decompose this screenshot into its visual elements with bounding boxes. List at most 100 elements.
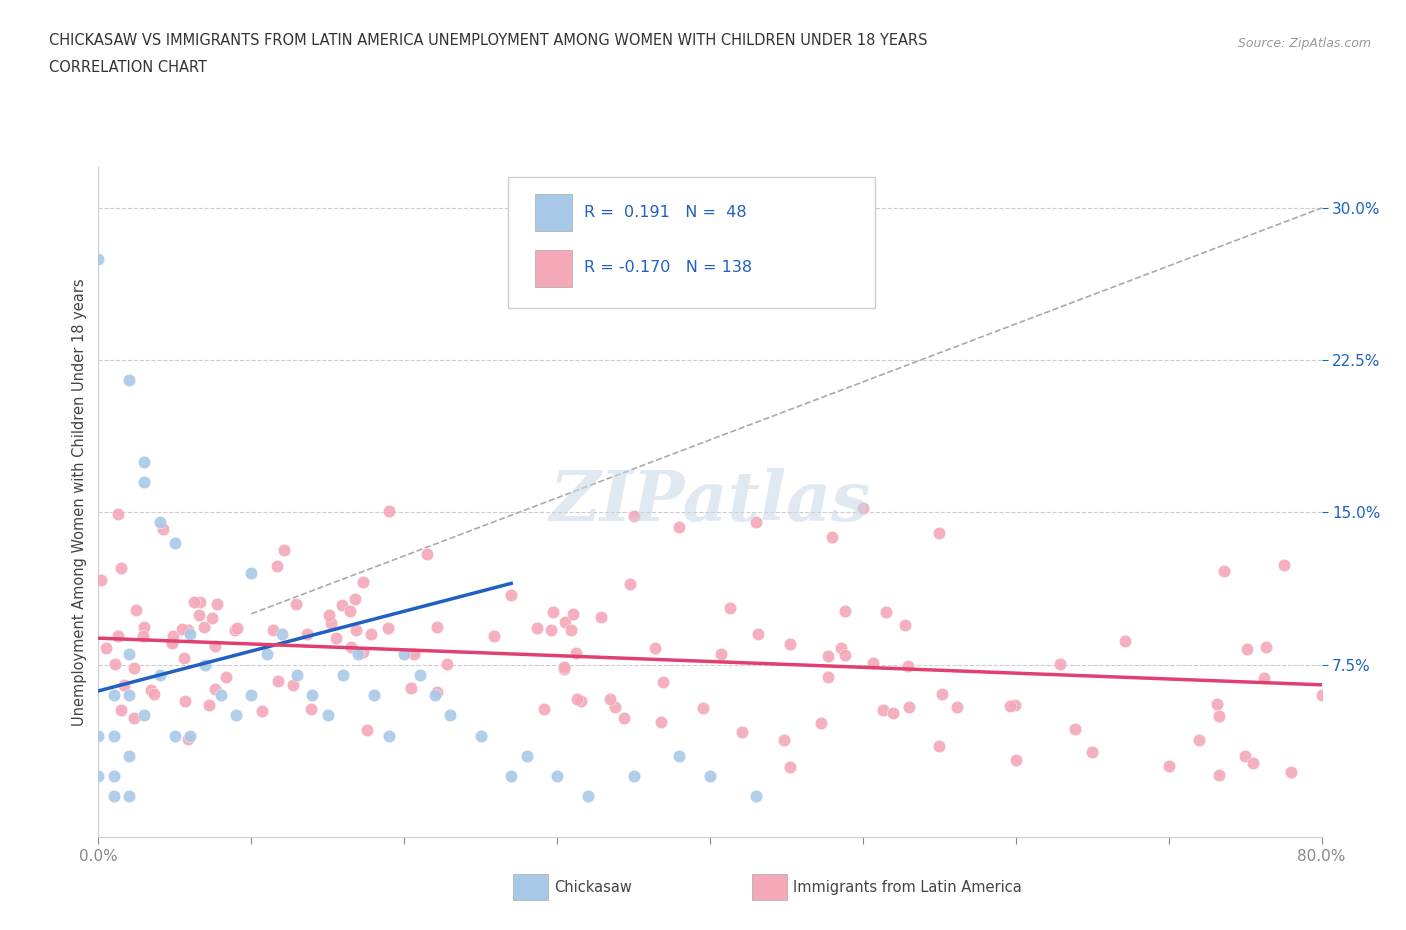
Point bbox=[193, 619, 215, 634]
Point bbox=[644, 641, 666, 656]
Point bbox=[1241, 755, 1264, 770]
Point bbox=[718, 601, 741, 616]
Point bbox=[201, 611, 224, 626]
Point bbox=[998, 698, 1021, 713]
Point bbox=[852, 501, 875, 516]
Point bbox=[281, 678, 304, 693]
Point bbox=[339, 604, 361, 618]
Point bbox=[240, 565, 263, 580]
Point bbox=[392, 647, 416, 662]
Point bbox=[834, 604, 856, 618]
Point bbox=[613, 711, 636, 725]
Point bbox=[516, 749, 538, 764]
Point bbox=[270, 627, 292, 642]
Text: CORRELATION CHART: CORRELATION CHART bbox=[49, 60, 207, 75]
Text: ZIPatlas: ZIPatlas bbox=[550, 469, 870, 536]
Point bbox=[332, 667, 354, 682]
Point bbox=[173, 650, 195, 665]
Point bbox=[416, 547, 439, 562]
Text: Chickasaw: Chickasaw bbox=[554, 880, 631, 895]
Point bbox=[1081, 744, 1104, 759]
Point bbox=[87, 251, 110, 266]
Point bbox=[1213, 564, 1236, 578]
Point bbox=[1064, 722, 1087, 737]
Point bbox=[817, 649, 839, 664]
Point bbox=[267, 673, 290, 688]
Point bbox=[103, 789, 125, 804]
Point bbox=[1253, 671, 1275, 685]
Point bbox=[179, 728, 201, 743]
Point bbox=[124, 603, 146, 618]
Point bbox=[356, 723, 378, 737]
Point bbox=[830, 640, 852, 655]
Point bbox=[360, 627, 382, 642]
Point bbox=[266, 559, 288, 574]
Point bbox=[377, 503, 399, 518]
Point bbox=[894, 618, 917, 632]
Point bbox=[134, 619, 156, 634]
Point bbox=[779, 637, 801, 652]
Point bbox=[197, 698, 219, 712]
Text: Immigrants from Latin America: Immigrants from Latin America bbox=[793, 880, 1022, 895]
Point bbox=[103, 769, 125, 784]
Point bbox=[692, 700, 714, 715]
Point bbox=[224, 622, 246, 637]
Point bbox=[426, 619, 449, 634]
Point bbox=[1004, 752, 1026, 767]
Point bbox=[262, 622, 284, 637]
Point bbox=[194, 658, 217, 672]
Point bbox=[118, 789, 141, 804]
Point bbox=[1205, 697, 1227, 711]
Point bbox=[1279, 764, 1302, 779]
Point bbox=[209, 687, 232, 702]
Point bbox=[928, 525, 950, 540]
Point bbox=[285, 667, 308, 682]
Point bbox=[945, 699, 967, 714]
Point bbox=[122, 711, 145, 725]
Point bbox=[699, 769, 721, 784]
Point bbox=[408, 667, 430, 682]
Point bbox=[875, 604, 897, 619]
Point bbox=[177, 731, 200, 746]
Point bbox=[160, 635, 183, 650]
Point bbox=[576, 789, 599, 804]
Point bbox=[177, 622, 200, 637]
Point bbox=[205, 597, 228, 612]
Point bbox=[554, 615, 576, 630]
Point bbox=[882, 705, 904, 720]
Point bbox=[439, 708, 461, 723]
Point bbox=[347, 647, 370, 662]
Point bbox=[325, 631, 347, 645]
Point bbox=[112, 678, 135, 693]
Point bbox=[316, 708, 339, 723]
Point bbox=[162, 629, 184, 644]
Point bbox=[1234, 749, 1257, 764]
Point bbox=[1208, 709, 1230, 724]
Point bbox=[353, 574, 375, 589]
Point bbox=[143, 686, 166, 701]
Point bbox=[378, 728, 401, 743]
Point bbox=[1049, 657, 1071, 671]
Point bbox=[779, 759, 801, 774]
Point bbox=[343, 591, 366, 606]
Point bbox=[204, 639, 226, 654]
Point bbox=[1188, 732, 1211, 747]
Point bbox=[731, 724, 754, 739]
FancyBboxPatch shape bbox=[536, 194, 572, 231]
Point bbox=[1310, 687, 1333, 702]
Point bbox=[295, 627, 318, 642]
Point bbox=[149, 515, 172, 530]
Point bbox=[256, 647, 278, 662]
Point bbox=[344, 623, 367, 638]
Point bbox=[562, 606, 585, 621]
Point bbox=[225, 708, 247, 723]
Point bbox=[103, 728, 125, 743]
Point bbox=[141, 683, 163, 698]
Point bbox=[436, 656, 458, 671]
Point bbox=[668, 749, 690, 764]
Point bbox=[599, 691, 621, 706]
Point bbox=[897, 658, 920, 673]
Point bbox=[1114, 634, 1136, 649]
Point bbox=[104, 657, 127, 671]
Point bbox=[363, 687, 385, 702]
